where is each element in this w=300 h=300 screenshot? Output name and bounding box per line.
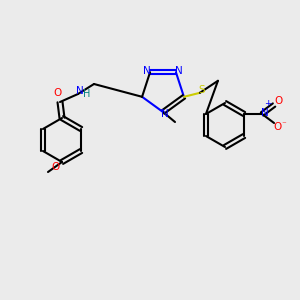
Text: O: O: [273, 122, 281, 132]
Text: O: O: [53, 88, 61, 98]
Text: S: S: [199, 85, 205, 95]
Text: H: H: [83, 89, 91, 99]
Text: +: +: [264, 100, 272, 109]
Text: N: N: [76, 86, 84, 96]
Text: ⁻: ⁻: [282, 121, 286, 130]
Text: N: N: [175, 66, 183, 76]
Text: N: N: [161, 109, 169, 119]
Text: N: N: [261, 108, 269, 118]
Text: N: N: [143, 66, 151, 76]
Text: O: O: [52, 162, 60, 172]
Text: O: O: [274, 96, 282, 106]
